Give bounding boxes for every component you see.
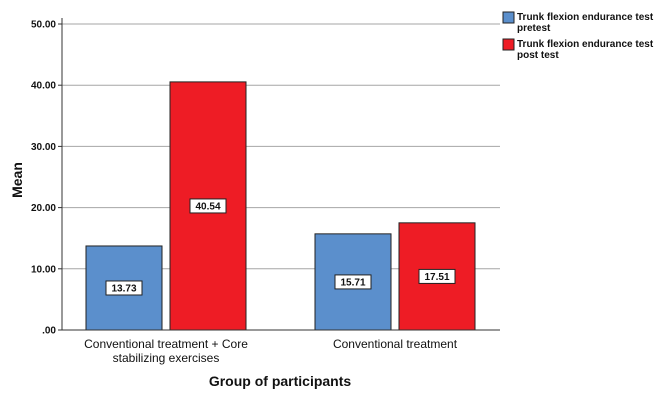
- legend-swatch: [502, 38, 515, 51]
- data-label-box: [189, 198, 227, 214]
- legend-label: pretest: [517, 23, 551, 34]
- x-tick-label: Conventional treatment + Core: [84, 337, 248, 351]
- legend: Trunk flexion endurance testpretestTrunk…: [502, 11, 654, 61]
- data-label: 15.71: [340, 278, 365, 289]
- y-tick-label: 10.00: [31, 264, 56, 275]
- y-tick-label: .00: [42, 326, 56, 337]
- y-tick-label: 40.00: [31, 81, 56, 92]
- data-label-box: [418, 268, 456, 284]
- data-label: 40.54: [195, 202, 220, 213]
- legend-swatch: [502, 11, 515, 24]
- data-label: 17.51: [424, 272, 449, 283]
- x-axis-title: Group of participants: [209, 373, 352, 389]
- data-label-box: [105, 280, 143, 296]
- legend-label: Trunk flexion endurance test: [517, 39, 654, 50]
- legend-label: post test: [517, 50, 559, 61]
- data-label-box: [334, 274, 372, 290]
- y-tick-label: 30.00: [31, 142, 56, 153]
- bars: 13.73 40.54 15.71 17.51: [85, 81, 476, 331]
- y-axis-ticks: .00 10.00 20.00 30.00 40.00 50.00: [31, 20, 62, 337]
- data-label: 13.73: [111, 284, 136, 295]
- axes: [61, 18, 500, 331]
- y-tick-label: 20.00: [31, 203, 56, 214]
- legend-label: Trunk flexion endurance test: [517, 12, 654, 23]
- x-axis-category-labels: Conventional treatment + Corestabilizing…: [84, 337, 458, 365]
- x-tick-label: stabilizing exercises: [113, 351, 220, 365]
- y-tick-label: 50.00: [31, 20, 56, 31]
- y-axis-title: Mean: [9, 162, 25, 198]
- x-tick-label: Conventional treatment: [333, 337, 458, 351]
